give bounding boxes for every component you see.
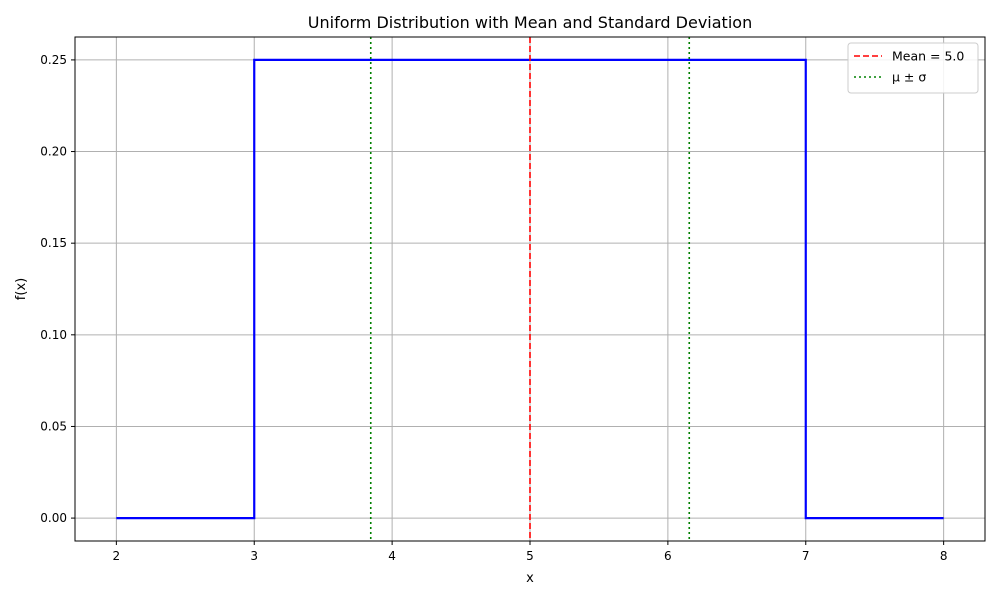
x-tick-label: 4: [388, 549, 396, 563]
legend-box: [847, 42, 979, 94]
y-tick-label: 0.00: [40, 511, 67, 525]
x-tick-label: 8: [940, 549, 948, 563]
legend-label: Mean = 5.0: [892, 49, 964, 64]
y-tick-label: 0.10: [40, 328, 67, 342]
x-tick-label: 2: [113, 549, 121, 563]
x-tick-label: 7: [802, 549, 810, 563]
y-axis-ticks: 0.00 0.05 0.10 0.15 0.20 0.25: [40, 53, 75, 525]
chart-title: Uniform Distribution with Mean and Stand…: [308, 13, 752, 32]
x-tick-label: 3: [250, 549, 258, 563]
y-tick-label: 0.20: [40, 145, 67, 159]
legend: Mean = 5.0 μ ± σ: [847, 42, 979, 94]
x-tick-label: 5: [526, 549, 534, 563]
y-axis-label: f(x): [14, 278, 29, 300]
y-tick-label: 0.15: [40, 236, 67, 250]
legend-label: μ ± σ: [892, 70, 926, 85]
x-axis-label: x: [526, 571, 534, 586]
x-axis-ticks: 2 3 4 5 6 7 8: [113, 541, 948, 563]
x-tick-label: 6: [664, 549, 672, 563]
y-tick-label: 0.25: [40, 53, 67, 67]
plot-area: [116, 37, 944, 541]
y-tick-label: 0.05: [40, 419, 67, 433]
